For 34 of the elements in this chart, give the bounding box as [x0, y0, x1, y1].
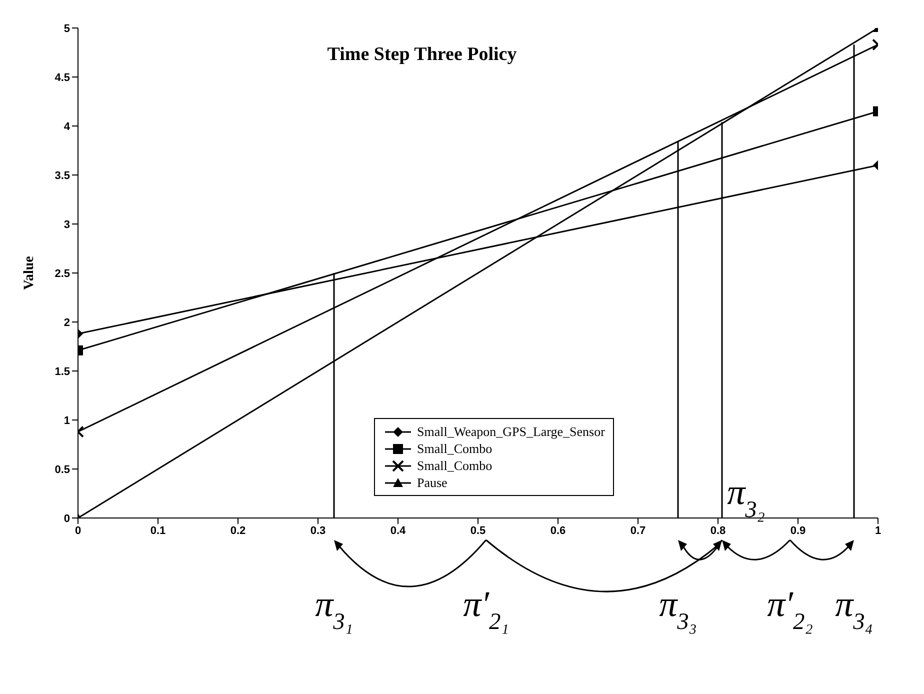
y-tick-label: 1.5 [54, 366, 70, 378]
x-tick-label: 0.9 [790, 524, 806, 537]
text: π$_{3₄}$ [835, 584, 873, 635]
legend-label: Small_Weapon_GPS_Large_Sensor [417, 424, 605, 440]
y-tick-label: 2 [64, 316, 70, 329]
x-tick-label: 0.8 [710, 524, 726, 537]
x-tick-label: 0.2 [230, 524, 246, 537]
x-tick-label: 0.1 [150, 524, 166, 537]
y-tick-label: 3 [64, 218, 70, 231]
y-tick-label: 0 [64, 512, 70, 525]
y-tick-label: 1 [64, 414, 70, 427]
legend-label: Small_Combo [417, 458, 492, 474]
y-tick-label: 5 [64, 22, 70, 35]
annotation: π$_{3₂}$ [727, 472, 765, 523]
y-tick-label: 2.5 [54, 268, 70, 280]
y-tick-label: 4.5 [54, 72, 70, 84]
x-tick-label: 0.5 [470, 524, 486, 537]
y-axis-title: Value [22, 256, 37, 290]
legend-label: Small_Combo [417, 440, 492, 456]
text: π$_{3₁}$ [315, 584, 353, 635]
x-tick-label: 0.6 [550, 524, 566, 537]
y-tick-label: 4 [64, 120, 71, 133]
x-tick-label: 1 [874, 524, 882, 537]
text: π′$_{2₂}$ [767, 584, 813, 635]
y-tick-label: 3.5 [54, 170, 70, 182]
text: π′$_{2₁}$ [463, 584, 509, 635]
x-tick-label: 0 [74, 524, 82, 537]
y-tick-label: 0.5 [54, 464, 70, 476]
text: Time Step Three Policy [327, 44, 518, 65]
x-tick-label: 0.4 [390, 524, 407, 537]
x-tick-label: 0.7 [630, 524, 646, 537]
legend-label: Pause [417, 474, 448, 490]
text: π$_{3₃}$ [659, 584, 697, 635]
x-tick-label: 0.3 [310, 524, 326, 537]
